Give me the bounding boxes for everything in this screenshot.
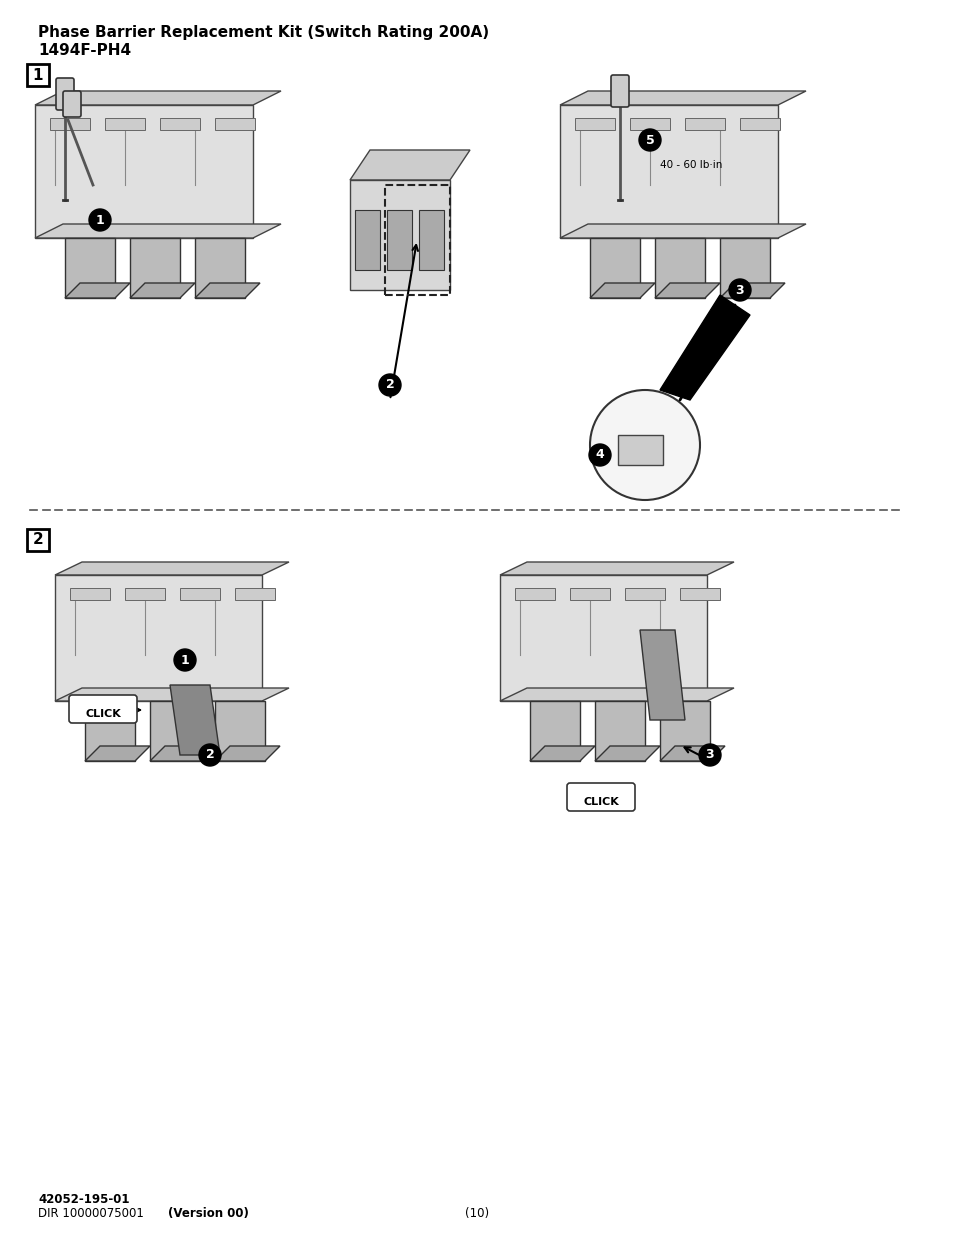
Polygon shape (589, 283, 655, 298)
Polygon shape (350, 149, 470, 180)
Polygon shape (720, 283, 784, 298)
FancyBboxPatch shape (566, 783, 635, 811)
Polygon shape (55, 562, 289, 576)
Polygon shape (35, 105, 253, 238)
Text: 1: 1 (32, 68, 43, 83)
Polygon shape (720, 238, 769, 298)
Polygon shape (595, 746, 659, 761)
FancyBboxPatch shape (610, 75, 628, 107)
FancyBboxPatch shape (515, 588, 555, 600)
Polygon shape (387, 210, 412, 270)
Bar (385, 185, 450, 295)
FancyBboxPatch shape (27, 529, 49, 551)
Text: CLICK: CLICK (85, 709, 121, 719)
FancyBboxPatch shape (575, 119, 615, 130)
Polygon shape (150, 746, 214, 761)
Circle shape (173, 650, 195, 671)
Polygon shape (214, 701, 265, 761)
FancyBboxPatch shape (160, 119, 200, 130)
Text: 3: 3 (705, 748, 714, 762)
FancyBboxPatch shape (569, 588, 609, 600)
FancyBboxPatch shape (684, 119, 724, 130)
Bar (618, 435, 662, 466)
Polygon shape (85, 701, 135, 761)
Circle shape (89, 209, 111, 231)
Text: 2: 2 (385, 378, 394, 391)
FancyBboxPatch shape (27, 64, 49, 86)
Polygon shape (55, 576, 262, 701)
Polygon shape (655, 283, 720, 298)
Polygon shape (499, 576, 706, 701)
FancyBboxPatch shape (679, 588, 720, 600)
FancyBboxPatch shape (69, 695, 137, 722)
FancyBboxPatch shape (629, 119, 669, 130)
Polygon shape (530, 701, 579, 761)
Polygon shape (559, 91, 805, 105)
Polygon shape (499, 688, 733, 701)
Polygon shape (355, 210, 379, 270)
Text: (Version 00): (Version 00) (168, 1207, 249, 1220)
Polygon shape (559, 105, 778, 238)
Polygon shape (150, 701, 200, 761)
FancyBboxPatch shape (180, 588, 220, 600)
Polygon shape (418, 210, 443, 270)
Text: 2: 2 (206, 748, 214, 762)
Polygon shape (659, 295, 749, 400)
Polygon shape (214, 746, 280, 761)
Circle shape (728, 279, 750, 301)
Text: DIR 10000075001: DIR 10000075001 (38, 1207, 148, 1220)
Polygon shape (659, 746, 724, 761)
FancyBboxPatch shape (70, 588, 110, 600)
Polygon shape (350, 180, 450, 290)
Polygon shape (194, 283, 260, 298)
Polygon shape (55, 688, 289, 701)
Polygon shape (639, 630, 684, 720)
Polygon shape (589, 238, 639, 298)
Circle shape (699, 743, 720, 766)
Circle shape (588, 445, 610, 466)
FancyBboxPatch shape (234, 588, 274, 600)
Text: 1: 1 (180, 653, 190, 667)
Polygon shape (194, 238, 245, 298)
Text: 40 - 60 lb·in: 40 - 60 lb·in (659, 161, 721, 170)
Text: Phase Barrier Replacement Kit (Switch Rating 200A): Phase Barrier Replacement Kit (Switch Ra… (38, 25, 489, 40)
FancyBboxPatch shape (105, 119, 145, 130)
Polygon shape (659, 701, 709, 761)
Polygon shape (35, 224, 281, 238)
Polygon shape (65, 238, 115, 298)
FancyBboxPatch shape (740, 119, 780, 130)
Text: CLICK: CLICK (582, 797, 618, 806)
Polygon shape (130, 283, 194, 298)
Text: 4: 4 (595, 448, 604, 462)
Text: 2: 2 (32, 532, 43, 547)
Text: 3: 3 (735, 284, 743, 296)
Polygon shape (35, 91, 281, 105)
Text: 5: 5 (645, 133, 654, 147)
FancyBboxPatch shape (63, 91, 81, 117)
Text: 1494F-PH4: 1494F-PH4 (38, 43, 131, 58)
Circle shape (378, 374, 400, 396)
FancyBboxPatch shape (125, 588, 165, 600)
Text: 1: 1 (95, 214, 104, 226)
Polygon shape (499, 562, 733, 576)
Polygon shape (595, 701, 644, 761)
Polygon shape (85, 746, 150, 761)
Circle shape (589, 390, 700, 500)
FancyBboxPatch shape (56, 78, 74, 110)
Circle shape (199, 743, 221, 766)
FancyBboxPatch shape (624, 588, 664, 600)
Text: 42052-195-01: 42052-195-01 (38, 1193, 130, 1207)
Circle shape (639, 128, 660, 151)
Polygon shape (130, 238, 180, 298)
Text: (10): (10) (464, 1207, 489, 1220)
Polygon shape (65, 283, 130, 298)
Polygon shape (559, 224, 805, 238)
Polygon shape (655, 238, 704, 298)
FancyBboxPatch shape (50, 119, 90, 130)
FancyBboxPatch shape (214, 119, 254, 130)
Polygon shape (530, 746, 595, 761)
Polygon shape (170, 685, 220, 755)
